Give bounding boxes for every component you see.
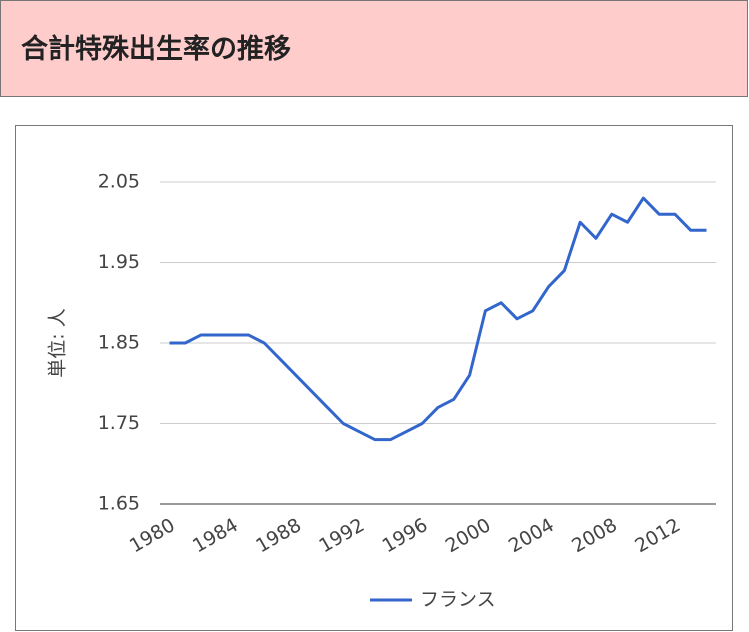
- x-tick-label: 1980: [126, 514, 179, 557]
- chart-frame: [15, 125, 733, 631]
- x-tick-label: 1988: [252, 514, 305, 557]
- header: 合計特殊出生率の推移: [0, 0, 748, 97]
- x-tick-label: 2004: [505, 514, 558, 557]
- x-tick-label: 2000: [442, 514, 495, 557]
- y-tick-label: 1.75: [98, 412, 140, 434]
- y-tick-label: 2.05: [98, 171, 140, 193]
- data-line: [169, 196, 707, 442]
- x-tick-label: 1996: [379, 514, 432, 557]
- y-axis-label: 単位: 人: [47, 308, 69, 377]
- x-tick-label: 2012: [631, 514, 684, 557]
- x-tick-label: 2008: [568, 514, 621, 557]
- y-tick-label: 1.65: [98, 493, 140, 515]
- y-tick-label: 1.95: [98, 251, 140, 273]
- page-title: 合計特殊出生率の推移: [21, 34, 291, 65]
- y-tick-label: 1.85: [98, 332, 140, 354]
- x-tick-label: 1984: [189, 514, 242, 557]
- x-tick-label: 1992: [315, 514, 368, 557]
- legend-label: フランス: [420, 589, 496, 611]
